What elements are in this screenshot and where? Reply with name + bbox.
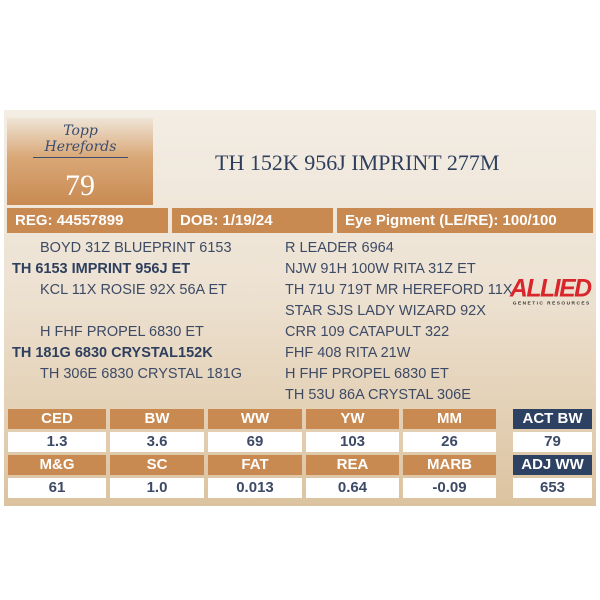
logo-line1: Topp xyxy=(63,123,98,139)
pedigree-right-4: CRR 109 CATAPULT 322 xyxy=(285,324,450,340)
pedigree-sire-dam-side: BOYD 31Z BLUEPRINT 6153 TH 6153 IMPRINT 9… xyxy=(12,238,277,385)
allied-genetic-resources-logo: ALLIED GENETIC RESOURCES xyxy=(509,276,592,307)
act-bw-label: ACT BW xyxy=(513,409,592,429)
pedigree-left-0: BOYD 31Z BLUEPRINT 6153 xyxy=(40,240,232,256)
epd-header: BW xyxy=(110,409,204,429)
epd-header: FAT xyxy=(208,455,302,475)
epd-header: M&G xyxy=(8,455,106,475)
pedigree-left-5: TH 306E 6830 CRYSTAL 181G xyxy=(40,366,243,382)
pedigree-left-3: H FHF PROPEL 6830 ET xyxy=(40,324,204,340)
epd-header: REA xyxy=(306,455,399,475)
epd-value: 0.64 xyxy=(306,478,399,498)
adj-ww-value: 653 xyxy=(513,478,592,498)
pedigree-right-6: H FHF PROPEL 6830 ET xyxy=(285,366,449,382)
svg-text:ALLIED: ALLIED xyxy=(509,276,592,303)
pedigree-right-7: TH 53U 86A CRYSTAL 306E xyxy=(285,387,471,403)
animal-name: TH 152K 956J IMPRINT 277M xyxy=(215,150,500,175)
topp-herefords-logo: Topp Herefords 79 xyxy=(7,118,153,205)
pedigree-right-2: TH 71U 719T MR HEREFORD 11X xyxy=(285,282,513,298)
epd-value: 1.0 xyxy=(110,478,204,498)
lot-number: 79 xyxy=(65,169,95,202)
pedigree-right-1: NJW 91H 100W RITA 31Z ET xyxy=(285,261,476,277)
epd-value: 1.3 xyxy=(8,432,106,452)
epd-value: 26 xyxy=(403,432,496,452)
epd-value: 61 xyxy=(8,478,106,498)
actual-weights: ACT BW 79 ADJ WW 653 xyxy=(513,409,592,498)
logo-line2: Herefords xyxy=(44,139,117,155)
pedigree-left-1: TH 6153 IMPRINT 956J ET xyxy=(12,261,191,277)
epd-table: CED BW WW YW MM 1.3 3.6 69 103 26 M&G SC FAT REA MARB 6… xyxy=(8,409,497,498)
epd-header: WW xyxy=(208,409,302,429)
pedigree-right-5: FHF 408 RITA 21W xyxy=(285,345,411,361)
info-bar: REG: 44557899 DOB: 1/19/24 Eye Pigment (… xyxy=(7,208,593,233)
epd-header: MM xyxy=(403,409,496,429)
pedigree-left-4: TH 181G 6830 CRYSTAL152K xyxy=(12,345,213,361)
logo-wordmark: Topp Herefords xyxy=(33,123,128,158)
adj-ww-label: ADJ WW xyxy=(513,455,592,475)
epd-header: MARB xyxy=(403,455,496,475)
epd-value: 103 xyxy=(306,432,399,452)
epd-value: 0.013 xyxy=(208,478,302,498)
epd-value: -0.09 xyxy=(403,478,496,498)
epd-value: 3.6 xyxy=(110,432,204,452)
epd-header: CED xyxy=(8,409,106,429)
dob: DOB: 1/19/24 xyxy=(172,208,333,233)
pedigree-right-3: STAR SJS LADY WIZARD 92X xyxy=(285,303,486,319)
epd-header: YW xyxy=(306,409,399,429)
pedigree-grandparents: R LEADER 6964 NJW 91H 100W RITA 31Z ET TH … xyxy=(285,238,513,406)
act-bw-value: 79 xyxy=(513,432,592,452)
epd-header: SC xyxy=(110,455,204,475)
epd-value: 69 xyxy=(208,432,302,452)
pedigree-right-0: R LEADER 6964 xyxy=(285,240,394,256)
reg-number: REG: 44557899 xyxy=(7,208,168,233)
eye-pigment: Eye Pigment (LE/RE): 100/100 xyxy=(337,208,593,233)
pedigree-left-2: KCL 11X ROSIE 92X 56A ET xyxy=(40,282,227,298)
